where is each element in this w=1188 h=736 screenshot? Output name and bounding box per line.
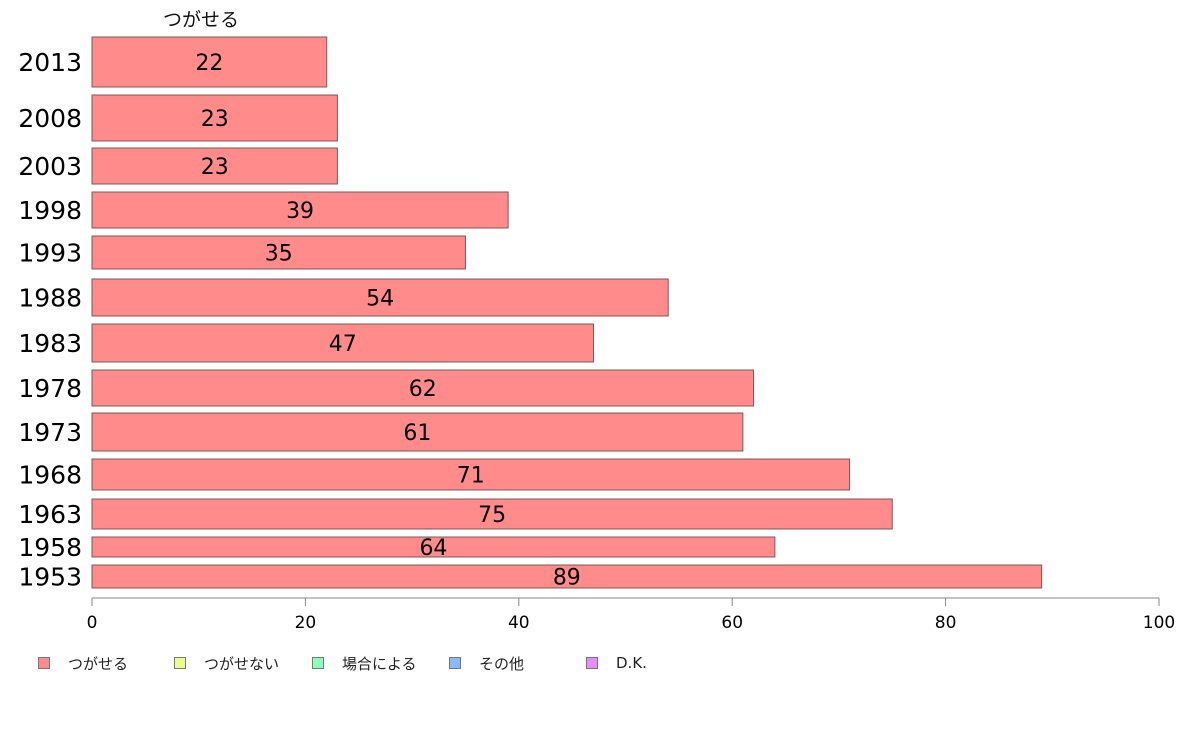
category-label-1998: 1998 (18, 196, 82, 225)
bar-2008 (91, 94, 338, 142)
data-label-2003: 23 (201, 155, 229, 180)
x-axis: 0 20 40 60 80 100 (87, 597, 1175, 633)
legend-label: 場合による (342, 654, 417, 673)
data-label-1978: 62 (409, 377, 437, 402)
bar-1953 (91, 564, 1043, 589)
legend-swatch (586, 657, 598, 669)
legend-item-tsugasenai: つがせない (174, 652, 279, 674)
data-label-1973: 61 (403, 421, 431, 446)
legend-swatch (38, 657, 50, 669)
category-label-1978: 1978 (18, 374, 82, 403)
data-label-1958: 64 (419, 536, 447, 561)
bar-1968 (91, 458, 851, 491)
bar-1983 (91, 323, 594, 363)
legend-label: D.K. (616, 654, 647, 672)
bar-chart: 22 23 23 39 35 54 47 62 61 71 75 64 89 2013 2008 2003 1… (18, 36, 1175, 633)
bar-1988 (91, 278, 669, 317)
category-label-1993: 1993 (18, 239, 82, 268)
x-tick-label-100: 100 (1143, 613, 1175, 633)
category-label-1983: 1983 (18, 329, 82, 358)
bar-1978 (91, 369, 755, 407)
category-label-1988: 1988 (18, 284, 82, 313)
data-label-2013: 22 (195, 51, 223, 76)
data-label-1983: 47 (329, 332, 357, 357)
category-label-1968: 1968 (18, 461, 82, 490)
legend-swatch (174, 657, 186, 669)
category-label-2013: 2013 (18, 48, 82, 77)
bar-1973 (91, 412, 744, 452)
bar-2003 (91, 147, 338, 185)
x-tick-label-20: 20 (295, 613, 317, 633)
category-label-2008: 2008 (18, 104, 82, 133)
bars-group (91, 36, 1043, 589)
bar-1963 (91, 498, 893, 530)
bar-1958 (91, 536, 776, 558)
category-label-1953: 1953 (18, 563, 82, 592)
legend-swatch (449, 657, 461, 669)
x-tick-label-60: 60 (721, 613, 743, 633)
category-label-1973: 1973 (18, 418, 82, 447)
legend-label: つがせる (68, 654, 129, 673)
x-tick-label-0: 0 (87, 613, 98, 633)
bar-1993 (91, 235, 466, 270)
x-tick-label-80: 80 (935, 613, 957, 633)
data-label-1998: 39 (286, 199, 314, 224)
data-label-1993: 35 (265, 242, 293, 267)
legend-item-tsugaseru: つがせる (38, 652, 128, 674)
bar-2013 (91, 36, 328, 88)
legend-item-sonota: その他 (449, 652, 524, 674)
category-label-2003: 2003 (18, 152, 82, 181)
bar-labels-group: 22 23 23 39 35 54 47 62 61 71 75 64 89 (195, 51, 580, 591)
category-label-1958: 1958 (18, 533, 82, 562)
data-label-1988: 54 (366, 287, 394, 312)
category-labels-group: 2013 2008 2003 1998 1993 1988 1983 1978 1973 1968… (18, 48, 82, 592)
x-tick-label-40: 40 (508, 613, 530, 633)
legend-swatch (312, 657, 324, 669)
legend-item-dk: D.K. (586, 652, 647, 674)
legend: つがせる つがせない 場合による その他 D.K. (38, 652, 798, 674)
data-label-1968: 71 (457, 464, 485, 489)
data-label-1963: 75 (478, 503, 506, 528)
category-label-1963: 1963 (18, 500, 82, 529)
series-title: つがせる (163, 9, 240, 31)
bar-1998 (91, 191, 509, 229)
data-label-2008: 23 (201, 107, 229, 132)
data-label-1953: 89 (553, 566, 581, 591)
legend-label: その他 (479, 654, 525, 673)
legend-label: つがせない (204, 654, 280, 673)
legend-item-baai-ni-yoru: 場合による (312, 652, 417, 674)
